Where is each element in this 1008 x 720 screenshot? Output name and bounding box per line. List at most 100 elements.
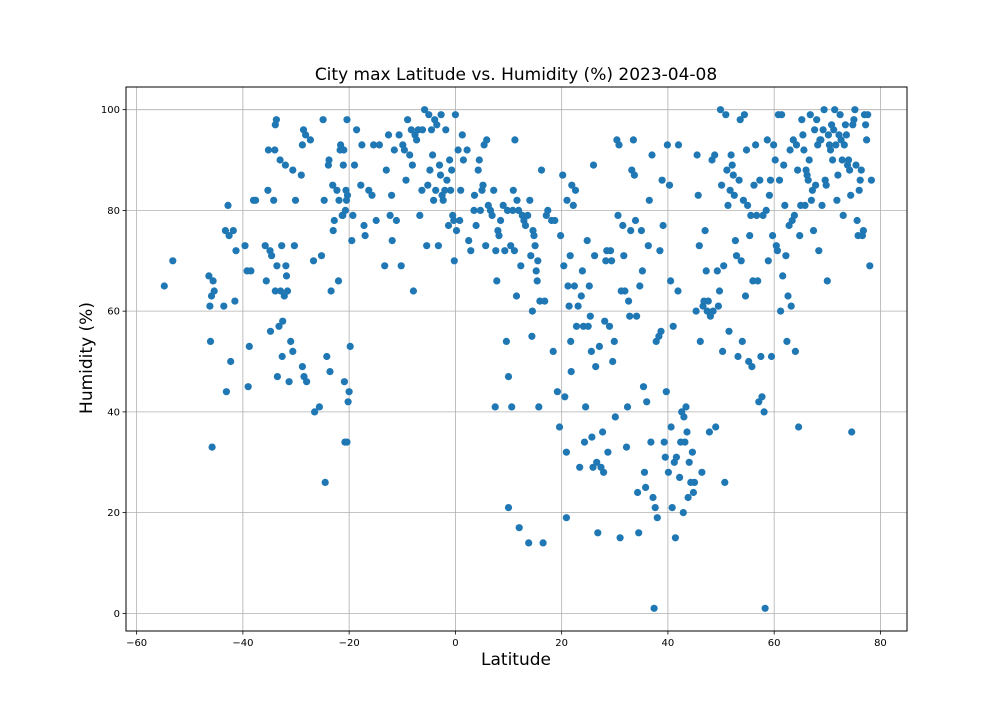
data-point — [208, 443, 216, 451]
data-point — [635, 529, 643, 537]
x-tick-label: 80 — [874, 638, 887, 649]
data-point — [450, 216, 458, 225]
data-point — [730, 191, 738, 199]
data-point — [510, 247, 518, 255]
data-point — [760, 408, 768, 416]
data-point — [504, 504, 513, 512]
data-point — [262, 277, 270, 285]
data-point — [272, 116, 280, 124]
data-point — [621, 287, 629, 295]
data-point — [528, 307, 537, 315]
x-axis-label: Latitude — [481, 650, 551, 670]
data-point — [583, 237, 591, 245]
data-point — [645, 196, 653, 204]
data-point — [713, 267, 721, 275]
data-point — [421, 106, 429, 114]
data-point — [804, 176, 812, 184]
data-point — [729, 171, 737, 179]
data-point — [781, 201, 789, 209]
data-point — [517, 262, 525, 270]
data-point — [424, 181, 432, 189]
data-point — [668, 504, 676, 512]
data-point — [512, 292, 521, 300]
data-point — [669, 322, 677, 330]
y-tick-label: 20 — [107, 508, 120, 519]
data-point — [588, 433, 596, 441]
data-point — [320, 196, 328, 204]
data-point — [436, 171, 445, 179]
data-point — [261, 242, 269, 250]
data-point — [549, 347, 557, 355]
data-point — [728, 161, 736, 169]
data-point — [726, 186, 734, 194]
data-point — [397, 262, 405, 270]
data-point — [244, 383, 252, 391]
data-point — [273, 262, 281, 270]
data-point — [435, 161, 444, 169]
data-point — [427, 126, 436, 134]
data-point — [345, 388, 353, 396]
data-point — [585, 282, 593, 290]
data-point — [741, 292, 750, 300]
data-point — [764, 257, 772, 265]
data-point — [850, 116, 858, 124]
data-point — [740, 111, 749, 119]
data-point — [277, 287, 285, 295]
data-point — [229, 227, 237, 235]
data-point — [479, 181, 487, 189]
data-point — [587, 347, 596, 355]
data-point — [644, 242, 652, 250]
data-point — [839, 211, 847, 219]
data-point — [783, 337, 791, 345]
data-point — [863, 136, 871, 144]
data-point — [663, 141, 672, 149]
data-point — [862, 121, 870, 129]
data-point — [842, 131, 851, 139]
data-point — [584, 322, 592, 330]
data-point — [716, 106, 725, 114]
x-tick-label: 20 — [555, 638, 568, 649]
data-point — [446, 156, 454, 164]
data-point — [630, 171, 639, 179]
data-point — [426, 166, 434, 174]
data-point — [610, 337, 618, 345]
chart-title: City max Latitude vs. Humidity (%) 2023-… — [315, 65, 717, 85]
data-point — [642, 483, 650, 491]
data-point — [795, 423, 803, 431]
data-point — [348, 237, 356, 245]
data-point — [765, 191, 774, 199]
data-point — [407, 126, 415, 134]
data-point — [672, 453, 681, 461]
data-point — [569, 201, 577, 209]
data-point — [458, 131, 466, 139]
data-point — [769, 232, 777, 240]
data-point — [770, 141, 778, 149]
data-point — [614, 211, 622, 219]
data-point — [206, 302, 214, 310]
data-point — [608, 257, 616, 265]
axis-ticks: −60 −40 −20 0 20 40 60 80 0 20 40 60 80 100 — [101, 105, 887, 649]
data-point — [867, 176, 876, 184]
data-point — [580, 438, 589, 446]
data-point — [264, 186, 272, 194]
data-point — [409, 287, 417, 295]
data-point — [623, 403, 632, 411]
y-tick-label: 100 — [101, 105, 120, 116]
data-point — [609, 357, 617, 366]
data-point — [752, 141, 760, 149]
data-point — [482, 242, 490, 250]
data-point — [805, 156, 813, 164]
data-point — [562, 514, 571, 522]
y-tick-label: 0 — [114, 609, 120, 620]
data-point — [209, 277, 217, 285]
data-point — [289, 166, 297, 174]
data-point — [662, 388, 670, 396]
data-point — [472, 221, 480, 230]
data-point — [694, 191, 702, 199]
data-point — [688, 448, 697, 456]
data-point — [297, 171, 305, 179]
data-point — [634, 488, 642, 497]
data-point — [476, 206, 484, 214]
data-point — [570, 282, 579, 290]
